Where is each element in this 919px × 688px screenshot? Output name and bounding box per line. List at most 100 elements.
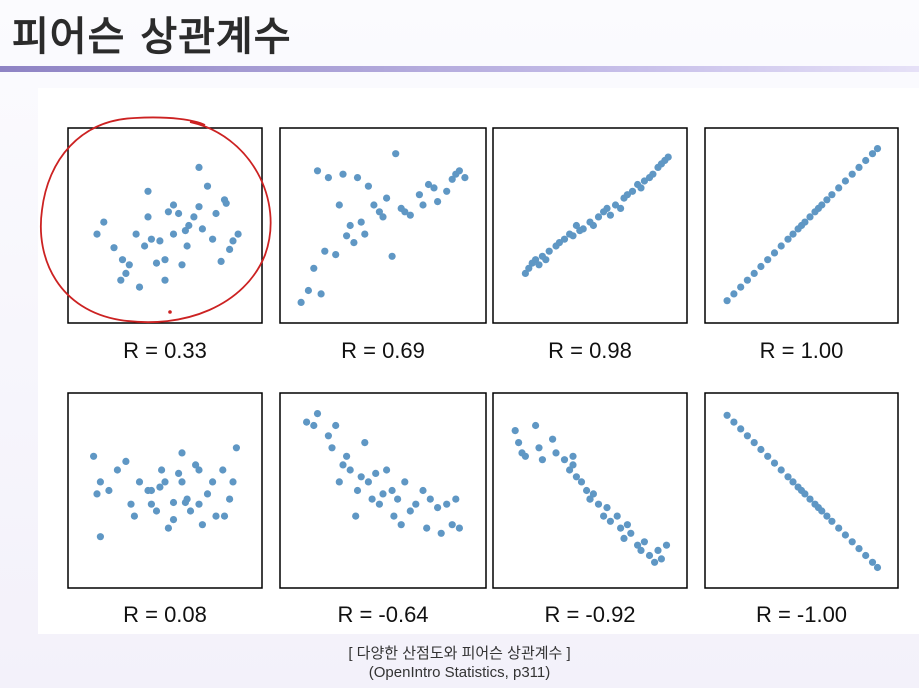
- data-point: [370, 201, 378, 209]
- data-point: [868, 150, 877, 158]
- data-point: [122, 269, 130, 277]
- data-point: [229, 237, 237, 245]
- data-point: [130, 512, 138, 520]
- data-point: [455, 524, 463, 532]
- data-point: [164, 524, 172, 532]
- data-point: [156, 483, 164, 491]
- correlation-label: R = 0.08: [123, 602, 207, 627]
- data-point: [372, 469, 380, 477]
- scatter-plot-1: R = 0.33: [67, 127, 263, 363]
- correlation-label: R = 0.33: [123, 338, 207, 363]
- data-point: [538, 456, 547, 464]
- data-point: [437, 529, 445, 537]
- data-point: [743, 276, 752, 284]
- data-point: [175, 209, 183, 218]
- data-point: [545, 247, 553, 255]
- data-point: [743, 432, 752, 440]
- data-point: [426, 495, 434, 503]
- data-point: [353, 174, 362, 182]
- data-point: [401, 208, 409, 216]
- data-point: [186, 507, 195, 515]
- data-point: [209, 478, 217, 486]
- data-point: [560, 456, 569, 464]
- data-point: [152, 259, 161, 267]
- data-point: [141, 242, 149, 250]
- data-point: [401, 478, 409, 486]
- data-point: [818, 507, 826, 515]
- data-point: [181, 227, 189, 235]
- data-point: [784, 235, 792, 243]
- data-point: [862, 156, 870, 165]
- scatter-plot-4: R = 1.00: [704, 127, 899, 363]
- plot-frame: [67, 392, 263, 589]
- data-point: [555, 239, 564, 247]
- scatter-plot-6: R = -0.64: [279, 392, 487, 627]
- data-point: [343, 452, 351, 460]
- data-point: [144, 213, 152, 221]
- data-point: [577, 478, 586, 486]
- data-point: [321, 247, 329, 255]
- data-point: [232, 444, 240, 452]
- data-point: [419, 486, 427, 495]
- data-point: [455, 167, 463, 175]
- correlation-label: R = 0.98: [548, 338, 632, 363]
- data-point: [855, 163, 863, 171]
- data-point: [161, 256, 169, 264]
- data-point: [339, 170, 347, 178]
- data-point: [664, 153, 672, 161]
- data-point: [313, 410, 322, 418]
- data-point: [127, 500, 135, 508]
- data-point: [770, 459, 779, 467]
- plot-frame: [279, 127, 487, 324]
- data-point: [823, 512, 831, 520]
- data-point: [352, 512, 360, 520]
- data-point: [443, 500, 451, 508]
- data-point: [419, 201, 427, 209]
- data-point: [611, 201, 620, 209]
- data-point: [357, 473, 365, 481]
- data-point: [461, 174, 469, 182]
- data-point: [603, 204, 611, 212]
- data-point: [594, 500, 603, 508]
- data-point: [823, 196, 831, 204]
- data-point: [226, 495, 234, 503]
- data-point: [855, 545, 863, 553]
- data-point: [835, 184, 843, 192]
- data-point: [572, 221, 581, 230]
- data-point: [443, 187, 451, 195]
- data-point: [339, 461, 347, 469]
- data-point: [569, 461, 577, 469]
- data-point: [589, 221, 598, 230]
- data-point: [835, 524, 843, 532]
- data-point: [209, 235, 217, 243]
- data-point: [627, 529, 635, 537]
- data-point: [357, 218, 365, 226]
- data-point: [388, 252, 396, 260]
- data-point: [310, 264, 318, 272]
- title-divider: [0, 66, 919, 72]
- data-point: [873, 145, 882, 153]
- data-point: [620, 534, 628, 543]
- data-point: [423, 524, 431, 532]
- data-point: [229, 478, 237, 486]
- data-point: [750, 439, 758, 447]
- data-point: [406, 507, 414, 515]
- data-point: [552, 449, 560, 457]
- data-point: [532, 421, 540, 430]
- data-point: [96, 533, 104, 541]
- data-point: [313, 167, 322, 175]
- data-point: [234, 230, 242, 238]
- data-point: [361, 230, 369, 238]
- data-point: [662, 541, 671, 549]
- data-point: [132, 230, 140, 238]
- data-point: [868, 558, 877, 566]
- data-point: [161, 478, 169, 486]
- data-point: [310, 421, 318, 430]
- data-point: [195, 466, 203, 474]
- data-point: [723, 411, 731, 419]
- data-point: [634, 541, 642, 549]
- data-point: [303, 418, 311, 426]
- data-point: [164, 208, 172, 216]
- data-point: [757, 445, 765, 454]
- data-point: [600, 512, 608, 520]
